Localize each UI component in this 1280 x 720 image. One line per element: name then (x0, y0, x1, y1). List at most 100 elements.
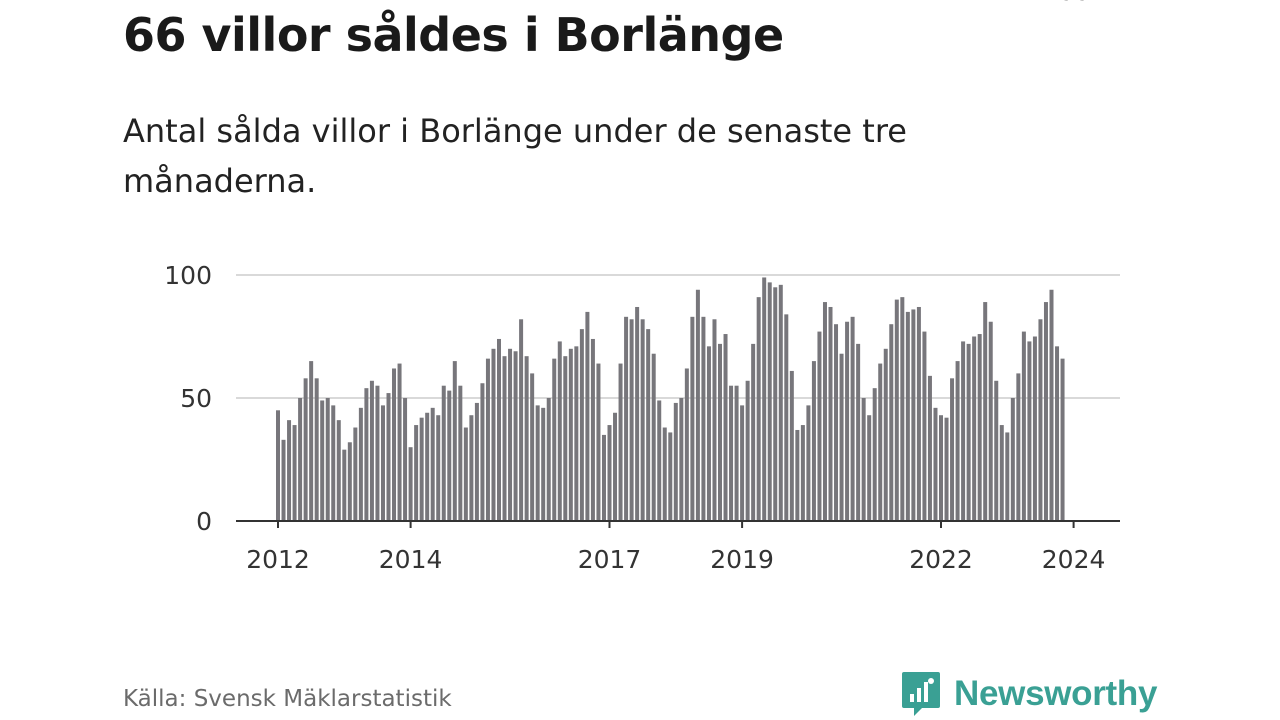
bar (922, 331, 927, 521)
bar (590, 338, 595, 521)
bar (845, 321, 850, 521)
bar (287, 420, 292, 521)
bar (347, 442, 352, 521)
bar (789, 370, 794, 521)
bar (933, 407, 938, 521)
bar (579, 329, 584, 521)
bar (1016, 373, 1021, 521)
bar (695, 289, 700, 521)
bar (988, 321, 993, 521)
bar (894, 299, 899, 521)
bar (811, 361, 816, 521)
bar (994, 380, 999, 521)
bar (767, 282, 772, 521)
bar (452, 361, 457, 521)
bar (480, 383, 485, 521)
bar (955, 361, 960, 521)
bars (276, 277, 1065, 521)
bar (729, 385, 734, 521)
bar (867, 415, 872, 521)
bar (408, 447, 413, 521)
bar (485, 358, 490, 521)
annotations: 66 (1055, 0, 1093, 9)
bar (585, 311, 590, 521)
bar (447, 390, 452, 521)
bar (712, 319, 717, 521)
bar (950, 378, 955, 521)
x-axis: 2012 2014 2017 2019 2022 2024 (236, 520, 1120, 574)
bar (369, 380, 374, 521)
bar (883, 348, 888, 521)
bar (706, 346, 711, 521)
bar (276, 410, 280, 521)
bar (530, 373, 535, 521)
x-tick-label: 2019 (710, 545, 774, 574)
bar (430, 407, 435, 521)
bar (314, 378, 319, 521)
bar (718, 343, 722, 521)
bar (657, 400, 662, 521)
bar (325, 398, 330, 521)
bar (397, 363, 402, 521)
bar (519, 319, 524, 521)
bar (552, 358, 557, 521)
bar (646, 329, 651, 521)
bar (513, 351, 518, 521)
bar (320, 400, 325, 521)
bar (292, 425, 297, 521)
bar (563, 356, 568, 521)
bar (336, 420, 341, 521)
bar (1055, 346, 1060, 521)
bar (662, 427, 667, 521)
bar (977, 334, 982, 521)
bar (999, 425, 1004, 521)
brand-logo[interactable]: Newsworthy (900, 670, 1157, 718)
chart-subtitle: Antal sålda villor i Borlänge under de s… (123, 112, 907, 200)
bar (629, 319, 634, 521)
bar (756, 297, 761, 521)
bar (469, 415, 474, 521)
bar (983, 302, 988, 521)
bar (613, 412, 618, 521)
newsworthy-logo-icon (902, 672, 940, 716)
bar (535, 405, 540, 521)
bar (392, 368, 397, 521)
source-note: Källa: Svensk Mäklarstatistik (123, 686, 452, 712)
bar (834, 324, 839, 521)
bar (1049, 289, 1054, 521)
bar (800, 425, 805, 521)
bar (911, 309, 916, 521)
bar (502, 356, 507, 521)
bar (839, 353, 844, 521)
bar (740, 405, 745, 521)
bar (679, 398, 684, 521)
bar (618, 363, 623, 521)
x-tick-label: 2017 (578, 545, 642, 574)
bar (403, 398, 408, 521)
bar (419, 417, 424, 521)
bar (822, 302, 827, 521)
bar (778, 284, 783, 521)
bar (1010, 398, 1015, 521)
bar (303, 378, 308, 521)
bar (927, 375, 932, 521)
bar (668, 432, 673, 521)
bar (380, 405, 385, 521)
bar (944, 417, 949, 521)
bar (358, 407, 363, 521)
chart-title: 66 villor såldes i Borlänge (123, 8, 784, 62)
bar (436, 415, 441, 521)
brand-name: Newsworthy (954, 674, 1158, 713)
bar (1005, 432, 1010, 521)
bar (458, 385, 463, 521)
bar (474, 402, 479, 521)
bar (723, 334, 728, 521)
x-tick-label: 2022 (909, 545, 973, 574)
bar (762, 277, 767, 521)
bar (298, 398, 303, 521)
bar (640, 319, 645, 521)
bar (364, 388, 369, 521)
bar (568, 348, 573, 521)
bar (939, 415, 943, 521)
